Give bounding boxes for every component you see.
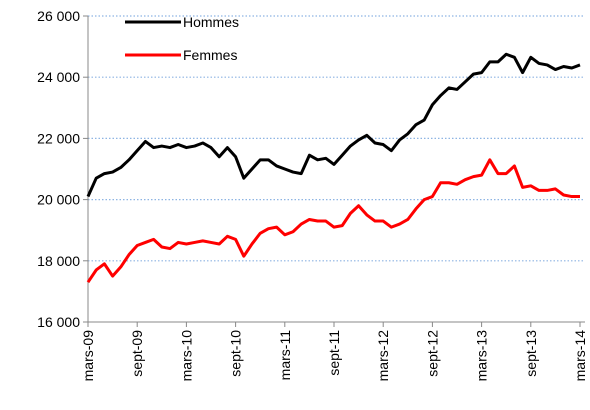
line-series — [86, 158, 580, 284]
y-tick-label: 26 000 — [37, 8, 80, 24]
x-tick-label: sept-12 — [424, 330, 440, 377]
x-tick-label: mars-14 — [572, 330, 588, 382]
x-tick-label: mars-09 — [80, 330, 96, 382]
x-tick-label: mars-12 — [375, 330, 391, 382]
y-tick-label: 22 000 — [37, 130, 80, 146]
x-tick-label: mars-13 — [474, 330, 490, 382]
x-tick-label: sept-10 — [228, 330, 244, 377]
x-tick-label: sept-13 — [523, 330, 539, 377]
x-tick-label: sept-11 — [326, 330, 342, 376]
y-tick-label: 24 000 — [37, 69, 80, 85]
x-tick-label: sept-09 — [129, 330, 145, 377]
legend-label: Femmes — [183, 47, 237, 63]
y-tick-label: 20 000 — [37, 192, 80, 208]
x-tick-label: mars-10 — [178, 330, 194, 382]
y-tick-label: 16 000 — [37, 314, 80, 330]
y-tick-label: 18 000 — [37, 253, 80, 269]
line-series — [86, 52, 581, 198]
legend-label: Hommes — [183, 14, 239, 30]
x-tick-label: mars-11 — [277, 330, 293, 381]
